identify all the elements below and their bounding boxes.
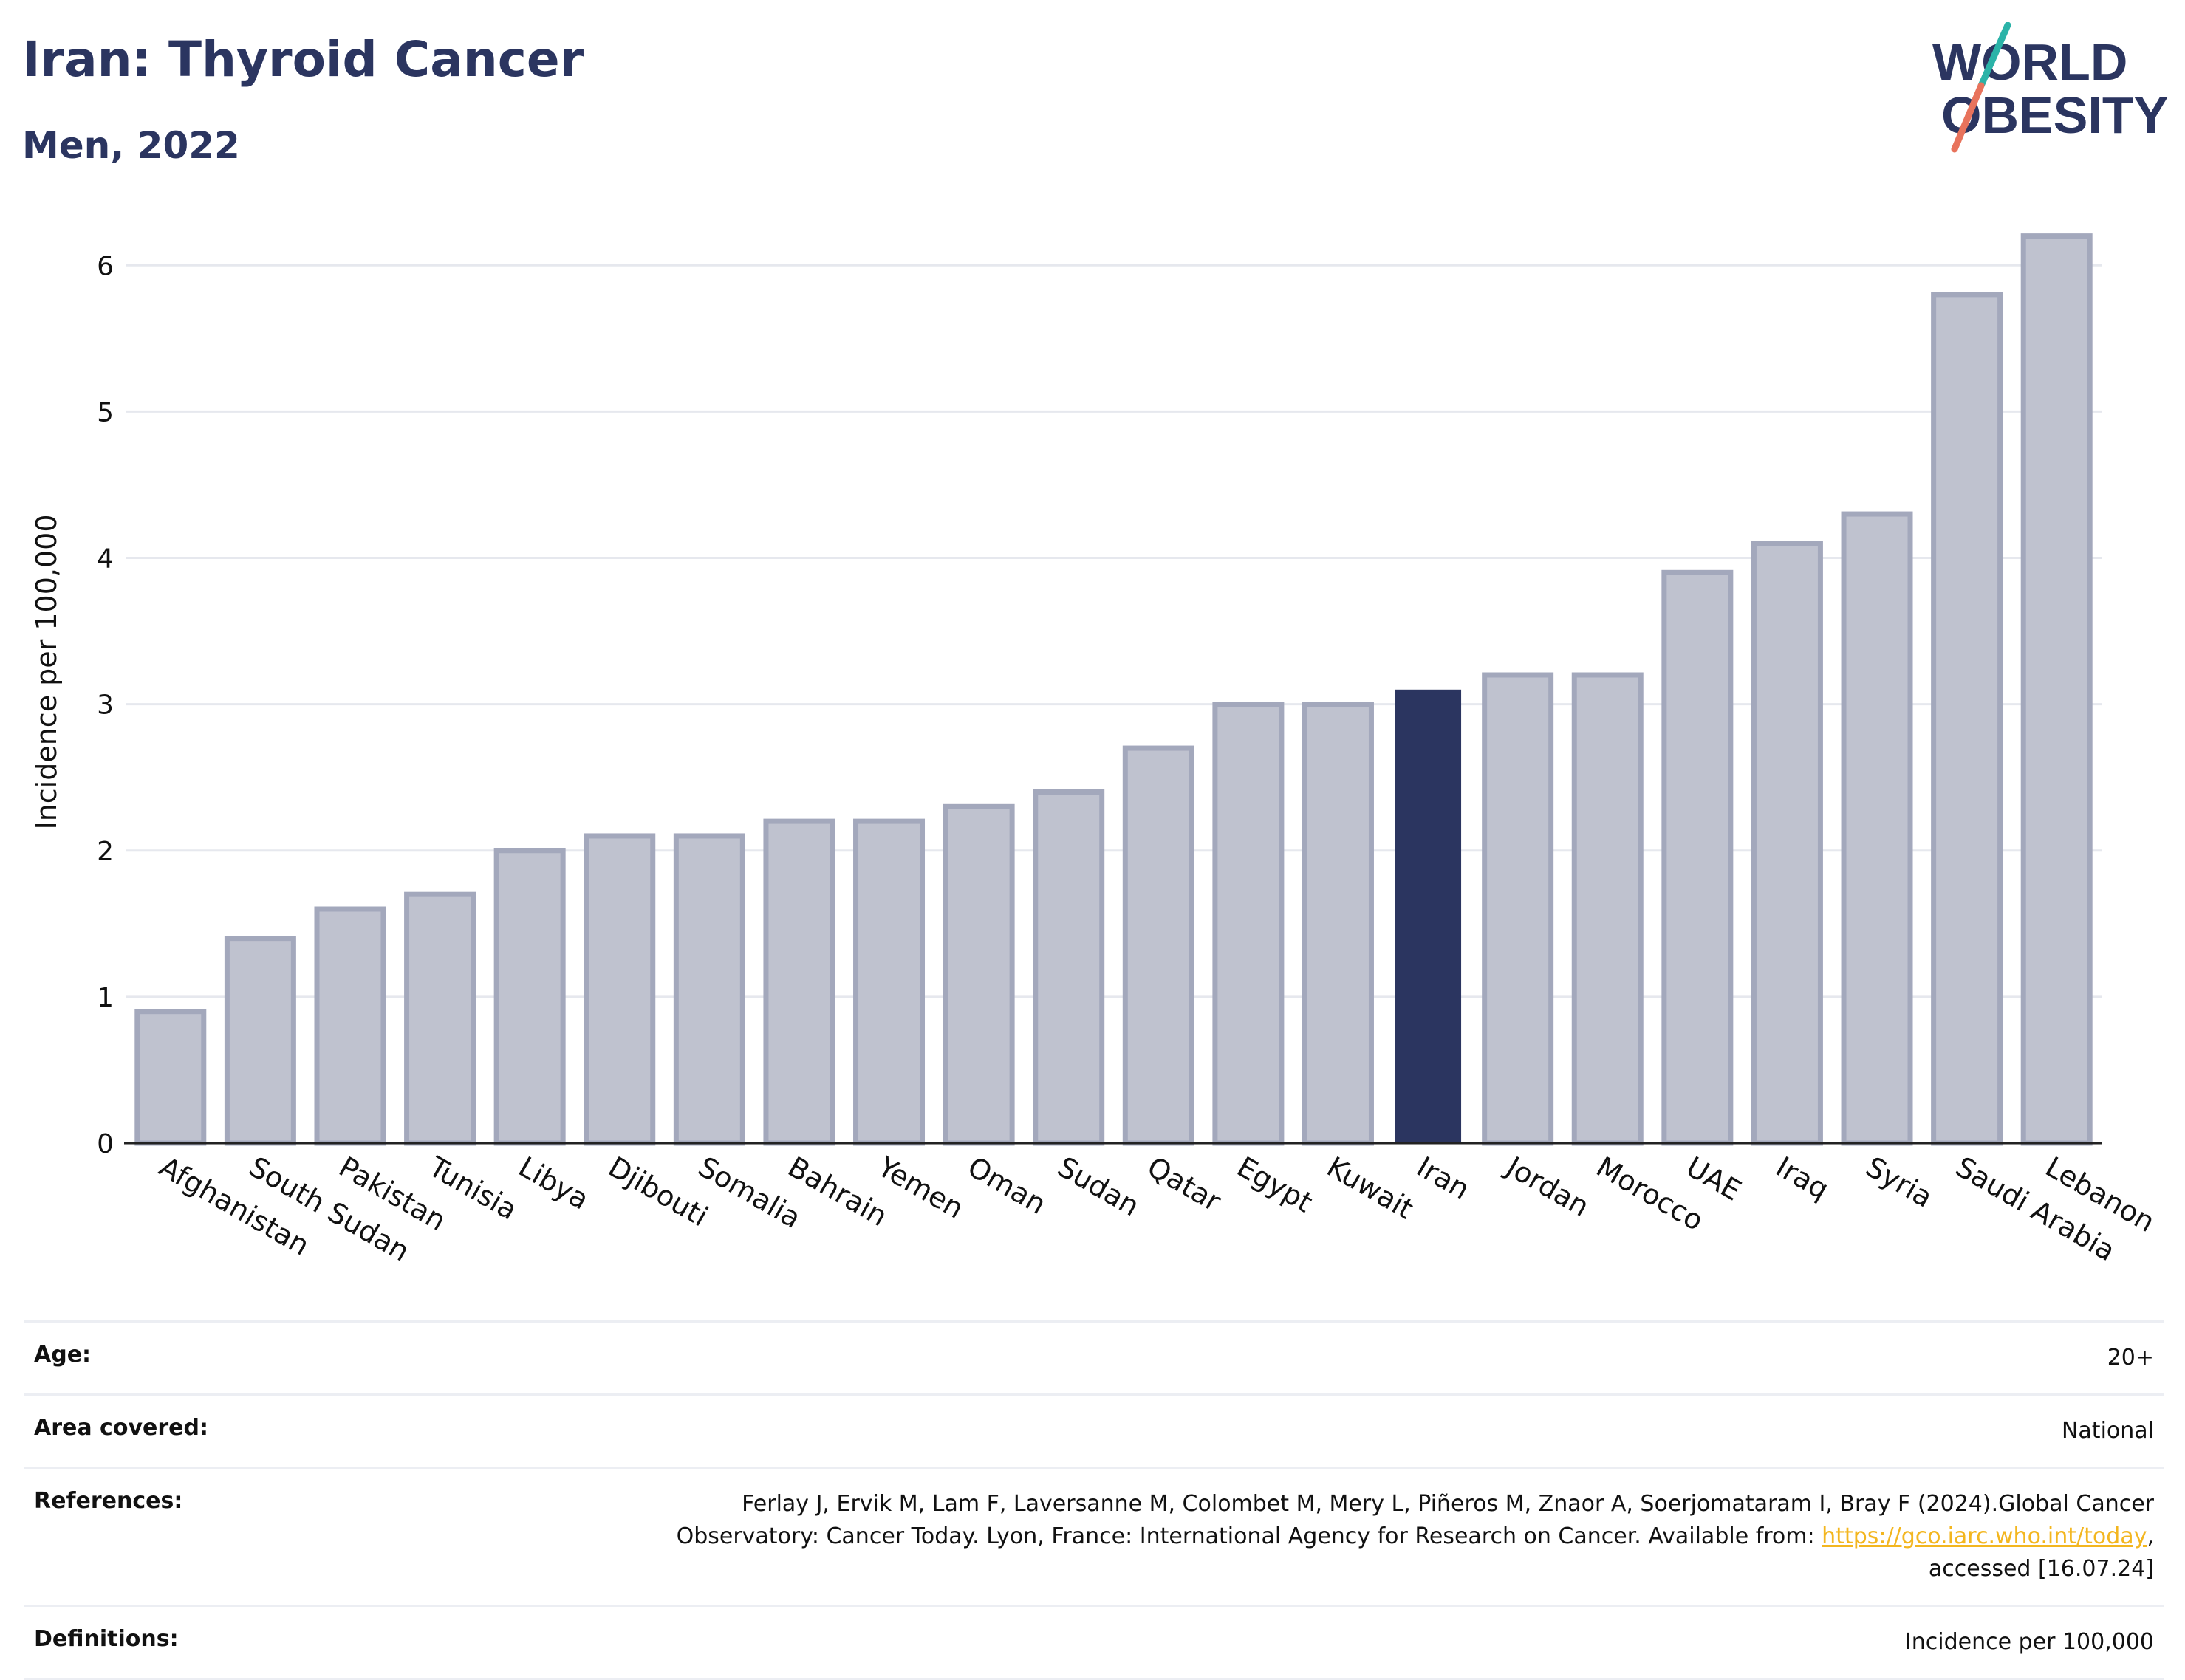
bar-kuwait	[1302, 702, 1374, 1146]
x-tick-label: Oman	[962, 1151, 1052, 1221]
chart-subtitle: Men, 2022	[22, 124, 240, 167]
x-tick-label: Libya	[513, 1151, 595, 1216]
y-tick-label: 5	[97, 397, 114, 428]
y-tick-labels: 0 1 2 3 4 5 6	[97, 251, 114, 1159]
meta-value: 20+	[2107, 1345, 2154, 1371]
meta-row-references: References: Ferlay J, Ervik M, Lam F, La…	[24, 1467, 2164, 1605]
bar-pakistan	[314, 906, 386, 1146]
meta-value: National	[2061, 1418, 2154, 1444]
x-tick-label: Sudan	[1052, 1151, 1145, 1223]
reference-line-2: Observatory: Cancer Today. Lyon, France:…	[676, 1523, 1822, 1549]
bar-syria	[1841, 511, 1913, 1146]
meta-label: Area covered:	[34, 1415, 208, 1441]
bar-egypt	[1212, 702, 1285, 1146]
meta-label: Age:	[34, 1342, 92, 1368]
bar-lebanon	[2020, 233, 2093, 1146]
bar-morocco	[1571, 672, 1644, 1146]
bar-afghanistan	[134, 1009, 207, 1146]
bar-iraq	[1751, 541, 1823, 1146]
bar-bahrain	[763, 818, 835, 1146]
bars	[134, 233, 2093, 1146]
bar-saudi-arabia	[1931, 292, 2003, 1146]
bar-iran	[1395, 689, 1462, 1143]
y-axis-label: Incidence per 100,000	[30, 514, 63, 829]
chart-title: Iran: Thyroid Cancer	[22, 31, 584, 88]
x-tick-label: Djibouti	[603, 1151, 714, 1233]
y-tick-label: 4	[97, 544, 114, 575]
bar-sudan	[1033, 789, 1105, 1146]
bar-jordan	[1482, 672, 1554, 1146]
bar-uae	[1661, 569, 1734, 1146]
bar-oman	[943, 803, 1015, 1146]
reference-link[interactable]: https://gco.iarc.who.int/today	[1822, 1523, 2147, 1549]
meta-row-area: Area covered: National	[24, 1393, 2164, 1467]
x-tick-label: Iran	[1412, 1151, 1475, 1206]
reference-line-3: accessed [16.07.24]	[1928, 1556, 2154, 1582]
meta-label: References:	[34, 1488, 183, 1514]
x-tick-label: Bahrain	[782, 1151, 892, 1233]
meta-value: Incidence per 100,000	[1904, 1629, 2154, 1655]
bar-somalia	[673, 833, 745, 1146]
bar-qatar	[1122, 745, 1194, 1146]
x-tick-label: Syria	[1861, 1151, 1938, 1214]
meta-value-references: Ferlay J, Ervik M, Lam F, Laversanne M, …	[677, 1488, 2154, 1585]
world-obesity-logo: WORLD OBESITY	[1932, 22, 2168, 153]
meta-label: Definitions:	[34, 1626, 179, 1652]
y-tick-label: 1	[97, 983, 114, 1013]
y-tick-label: 6	[97, 251, 114, 281]
metadata-table: Age: 20+ Area covered: National Referenc…	[24, 1320, 2164, 1680]
reference-line-2-end: ,	[2147, 1523, 2154, 1549]
x-tick-label: Kuwait	[1321, 1151, 1419, 1226]
x-tick-label: Qatar	[1142, 1151, 1227, 1218]
x-tick-label: Afghanistan	[154, 1151, 315, 1262]
x-tick-label: Egypt	[1231, 1151, 1318, 1219]
meta-row-age: Age: 20+	[24, 1320, 2164, 1393]
bar-yemen	[853, 818, 926, 1146]
y-tick-label: 3	[97, 690, 114, 721]
bar-libya	[493, 848, 566, 1146]
y-tick-label: 2	[97, 837, 114, 867]
x-tick-label: Somalia	[693, 1151, 807, 1235]
bar-djibouti	[584, 833, 656, 1146]
reference-line-1: Ferlay J, Ervik M, Lam F, Laversanne M, …	[742, 1491, 2154, 1517]
bar-tunisia	[404, 891, 476, 1146]
meta-row-definitions: Definitions: Incidence per 100,000	[24, 1605, 2164, 1680]
bar-south-sudan	[224, 936, 296, 1146]
svg-text:WORLD: WORLD	[1932, 33, 2127, 91]
x-tick-label: Iraq	[1771, 1151, 1834, 1206]
x-tick-label: Jordan	[1500, 1150, 1594, 1224]
y-tick-label: 0	[97, 1129, 114, 1159]
